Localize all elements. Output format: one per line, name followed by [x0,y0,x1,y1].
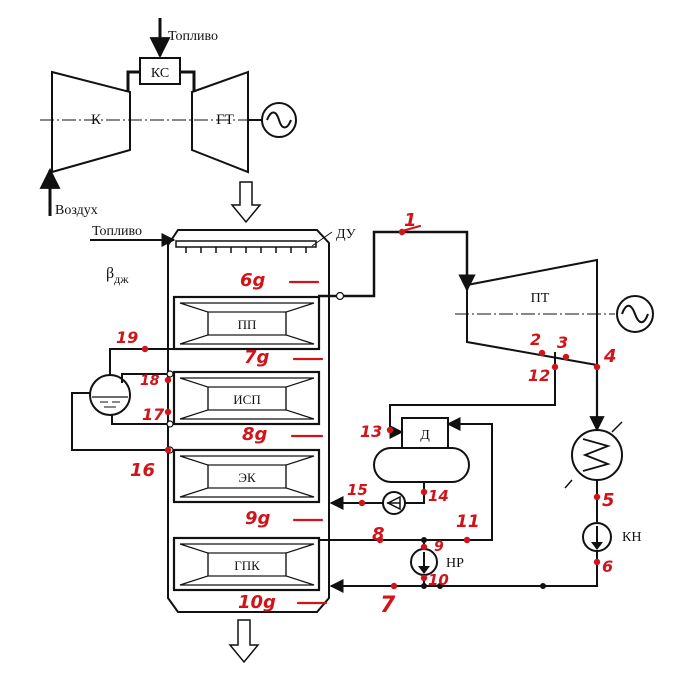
combustion-chamber-label: КС [151,66,169,81]
gas-turbine-label: ГТ [216,112,234,128]
gas-condensate-heater-label: ГПК [234,558,260,573]
drum [89,374,131,416]
condensate-pump [582,522,612,552]
point-11-label: 11 [456,512,480,532]
burner-leader-line [311,231,333,247]
gas-turbine-unit: К ГТ КС Топливо Воздух [39,18,297,224]
node-17 [166,420,174,428]
evaporator-downcomer-line [111,415,170,425]
stack-exhaust-arrow-icon [228,619,260,664]
junction-node [540,583,546,589]
steam-turbine-body [466,258,598,367]
point-17-label: 17 [142,405,165,424]
point-5-label: 5 [602,490,615,511]
gt-fuel-label: Топливо [168,29,218,44]
point-10-label: 10 [428,571,449,589]
point-15-label: 15 [347,481,368,499]
point-6-label: 6 [602,557,613,576]
steam-turbine-label: ПТ [531,291,550,306]
point-19-label: 19 [116,328,138,347]
point-12-label: 12 [528,366,550,385]
economizer-section: ЭК [172,448,321,504]
condensate-to-gpk-line [329,551,598,593]
deaerator: Д [373,417,470,483]
st-generator-wave-icon [621,304,649,324]
economizer-label: ЭК [238,470,256,485]
heat-recovery-boiler: ДУ Топливо βдж ПП ИСП ЭК ГПК [90,224,356,664]
exhaust-gas-arrow-icon [230,181,262,224]
burner-label: ДУ [336,227,356,242]
point-7-label: 7 [380,593,396,618]
point-9-label: 9 [434,539,444,555]
junction-node-10b [437,583,443,589]
burner-device [175,240,317,248]
superheater-section: ПП [172,295,321,351]
gas-point-8g-label: 8g [242,424,268,445]
ks-to-turbine-line [180,70,196,92]
point-4-label: 4 [603,346,617,367]
st-generator-icon [616,295,654,333]
point-2-label: 2 [530,330,541,349]
superheater-label: ПП [238,317,257,332]
drum-to-superheater-line [109,348,320,375]
point-16-label: 16 [130,460,155,481]
point-13-label: 13 [360,422,382,441]
gas-point-10g-label: 10g [238,592,276,613]
compressor-to-ks-line [126,70,140,92]
drum-feed-line [71,392,170,451]
gas-point-9g-label: 9g [245,508,271,529]
state-point-annotations: 1 2 3 4 5 6 7 8 9 10 11 12 13 14 15 16 1… [116,210,617,618]
recirculation-pump-label: НР [446,556,464,571]
extraction-steam-line [389,352,556,439]
gas-turbine [191,70,249,174]
air-label: Воздух [55,203,98,218]
gas-condensate-heater-section: ГПК [172,536,321,592]
evaporator-label: ИСП [233,392,260,407]
gt-generator-icon [261,102,297,138]
deaerator-label: Д [420,428,430,443]
point-8-label: 8 [372,524,385,545]
gt-generator-wave-icon [266,111,292,129]
beta-label: βдж [106,265,129,286]
boiler-fuel-label: Топливо [92,224,142,239]
point-18-label: 18 [140,373,160,389]
compressor [51,70,131,174]
compressor-label: К [91,112,102,128]
evaporator-riser-line [121,373,170,383]
point-3-label: 3 [557,333,568,352]
condenser [564,421,623,489]
point-1-label: 1 [404,210,417,231]
burner-nozzles [185,247,307,253]
gas-point-7g-label: 7g [244,347,270,368]
node-18 [166,370,174,378]
gas-point-6g-label: 6g [240,270,266,291]
evaporator-section: ИСП [172,370,321,426]
steam-outlet-node [335,291,345,301]
gpk-to-deaerator-line [320,417,493,541]
feed-pump [382,491,406,515]
point-14-label: 14 [428,487,449,505]
steam-turbine: ПТ [455,258,654,367]
condensate-pump-label: КН [622,530,641,545]
